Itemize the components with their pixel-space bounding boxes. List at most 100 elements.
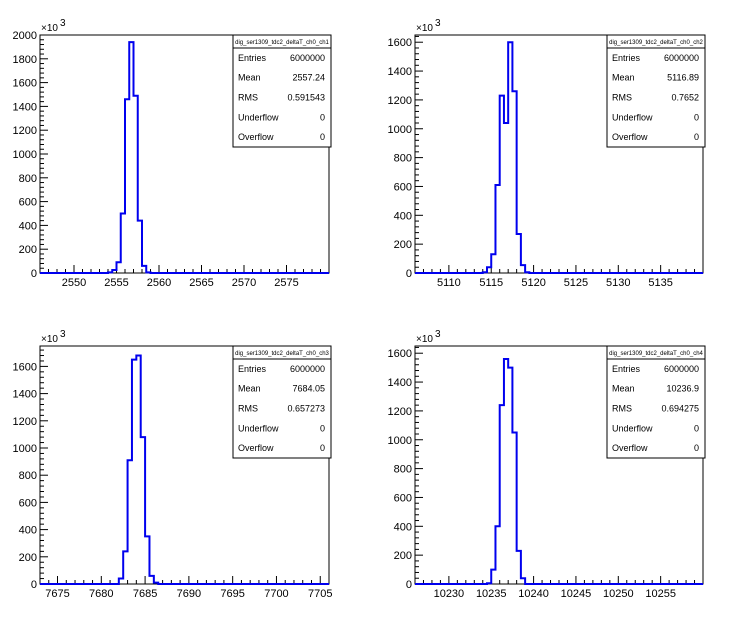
y-multiplier-label: ×10 — [416, 334, 433, 345]
stats-label: RMS — [612, 404, 632, 414]
x-tick-label: 2550 — [62, 277, 86, 289]
stats-box: dig_ser1309_tdc2_deltaT_ch0_ch3 Entries 60… — [232, 345, 332, 459]
stats-label: Mean — [238, 384, 261, 394]
x-tick-label: 5120 — [521, 277, 545, 289]
y-multiplier-label: ×10 — [416, 23, 433, 34]
stats-label: Underflow — [238, 423, 279, 433]
stats-box: dig_ser1309_tdc2_deltaT_ch0_ch2 Entries 60… — [606, 34, 706, 148]
y-tick-label: 0 — [406, 579, 412, 591]
stats-box-title: dig_ser1309_tdc2_deltaT_ch0_ch1 — [235, 40, 329, 46]
stats-value: 0 — [694, 423, 699, 433]
stats-value: 0.657273 — [287, 404, 325, 414]
y-tick-label: 200 — [394, 239, 412, 251]
y-tick-label: 800 — [394, 464, 412, 476]
histogram-line — [415, 357, 703, 585]
stats-label: Overflow — [612, 132, 648, 142]
x-tick-label: 2555 — [104, 277, 128, 289]
stats-label: Mean — [612, 384, 635, 394]
y-tick-label: 800 — [19, 173, 37, 185]
histogram-line — [40, 354, 329, 585]
stats-label: Entries — [612, 53, 641, 63]
stats-value: 7684.05 — [292, 384, 325, 394]
x-tick-label: 10235 — [476, 588, 507, 600]
y-tick-label: 0 — [31, 579, 37, 591]
histogram-panel-4: 0 200 400 600 800 1000 1200 1400 1600 10230 10235 1… — [388, 329, 706, 600]
x-tick-label: 2560 — [147, 277, 171, 289]
y-tick-label: 400 — [19, 220, 37, 232]
x-tick-label: 7680 — [89, 588, 113, 600]
y-multiplier-exponent: 3 — [435, 329, 441, 340]
histogram-panel-3: 0 200 400 600 800 1000 1200 1400 1600 7675 7680 768… — [13, 329, 333, 600]
stats-label: Overflow — [238, 132, 274, 142]
x-tick-label: 7685 — [133, 588, 157, 600]
x-tick-label: 7695 — [220, 588, 244, 600]
y-tick-label: 400 — [394, 210, 412, 222]
stats-value: 0 — [320, 423, 325, 433]
y-tick-label: 1200 — [13, 416, 37, 428]
y-tick-label: 1600 — [388, 37, 412, 49]
y-tick-label: 0 — [406, 268, 412, 280]
stats-value: 6000000 — [664, 364, 699, 374]
y-multiplier-exponent: 3 — [435, 18, 441, 29]
stats-label: Entries — [238, 364, 267, 374]
stats-value: 0 — [694, 443, 699, 453]
y-tick-label: 1400 — [13, 389, 37, 401]
y-tick-label: 1000 — [388, 124, 412, 136]
stats-value: 6000000 — [664, 53, 699, 63]
stats-label: Mean — [238, 73, 261, 83]
x-tick-label: 10255 — [645, 588, 676, 600]
stats-value: 0 — [320, 443, 325, 453]
y-tick-label: 2000 — [13, 30, 37, 42]
x-tick-label: 5125 — [564, 277, 588, 289]
histogram-line — [415, 41, 703, 274]
x-tick-label: 5110 — [437, 277, 461, 289]
y-tick-label: 1200 — [388, 406, 412, 418]
stats-value: 2557.24 — [292, 73, 325, 83]
y-tick-label: 1400 — [388, 66, 412, 78]
stats-label: RMS — [238, 93, 258, 103]
stats-label: Entries — [612, 364, 641, 374]
y-multiplier-label: ×10 — [41, 334, 58, 345]
stats-value: 0 — [320, 112, 325, 122]
stats-box-title: dig_ser1309_tdc2_deltaT_ch0_ch2 — [609, 40, 703, 46]
stats-box-frame — [232, 34, 332, 148]
x-tick-label: 10240 — [518, 588, 549, 600]
y-tick-label: 400 — [394, 521, 412, 533]
x-tick-label: 7700 — [264, 588, 288, 600]
y-tick-label: 1600 — [388, 348, 412, 360]
y-tick-label: 600 — [394, 492, 412, 504]
stats-label: Mean — [612, 73, 635, 83]
y-tick-label: 600 — [19, 497, 37, 509]
y-tick-label: 800 — [394, 153, 412, 165]
stats-box: dig_ser1309_tdc2_deltaT_ch0_ch4 Entries 60… — [606, 345, 706, 459]
y-tick-label: 600 — [19, 197, 37, 209]
x-tick-label: 7690 — [177, 588, 201, 600]
x-tick-label: 10245 — [561, 588, 592, 600]
stats-box-title: dig_ser1309_tdc2_deltaT_ch0_ch4 — [609, 351, 703, 357]
x-tick-label: 7705 — [308, 588, 332, 600]
x-tick-label: 5115 — [479, 277, 503, 289]
histogram-panel-1: 0 200 400 600 800 1000 1200 1400 1600 1800 2000 255… — [13, 18, 332, 289]
y-tick-label: 400 — [19, 525, 37, 537]
y-tick-label: 1400 — [388, 377, 412, 389]
stats-box-frame — [606, 345, 706, 459]
stats-value: 10236.9 — [666, 384, 699, 394]
histogram-panel-2: 0 200 400 600 800 1000 1200 1400 1600 5110 5115 512… — [388, 18, 706, 289]
x-tick-label: 5130 — [606, 277, 630, 289]
stats-box-frame — [606, 34, 706, 148]
y-tick-label: 1400 — [13, 101, 37, 113]
x-tick-label: 10250 — [603, 588, 634, 600]
stats-value: 0 — [694, 112, 699, 122]
stats-value: 0 — [320, 132, 325, 142]
y-tick-label: 1000 — [388, 435, 412, 447]
y-tick-label: 200 — [19, 244, 37, 256]
y-tick-label: 600 — [394, 181, 412, 193]
histogram-line — [40, 41, 329, 274]
stats-label: Overflow — [612, 443, 648, 453]
stats-box: dig_ser1309_tdc2_deltaT_ch0_ch1 Entries 60… — [232, 34, 332, 148]
y-tick-label: 200 — [394, 550, 412, 562]
y-tick-label: 1000 — [13, 149, 37, 161]
stats-value: 0.7652 — [671, 93, 699, 103]
stats-value: 6000000 — [290, 364, 325, 374]
